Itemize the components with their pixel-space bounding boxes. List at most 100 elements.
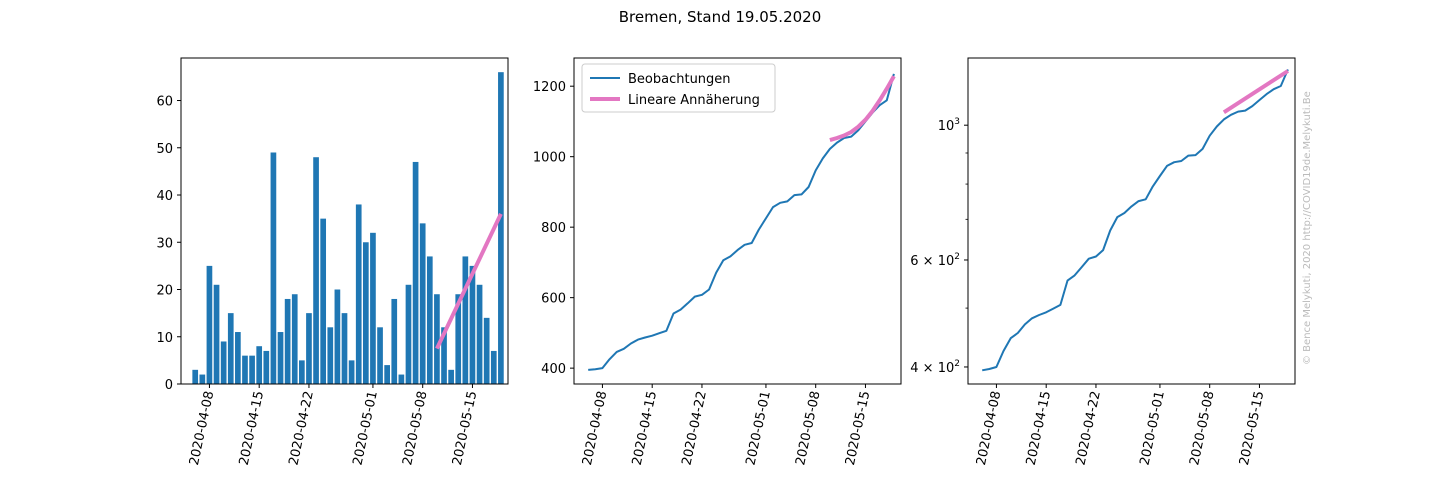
bar [448, 369, 454, 384]
bar [277, 332, 284, 384]
bar [220, 341, 227, 384]
x-tick-label: 2020-05-15 [1237, 390, 1267, 467]
x-tick-label: 2020-04-08 [974, 390, 1004, 467]
y-tick-label-base: 10 [938, 119, 955, 134]
y-tick-label: 1200 [533, 80, 566, 95]
bar [455, 294, 462, 384]
y-tick-label: 10 [156, 331, 173, 346]
y-tick-label-exponent: 2 [954, 359, 960, 369]
x-tick-label: 2020-04-22 [679, 390, 709, 467]
bar [206, 265, 213, 384]
x-tick-label: 2020-04-08 [187, 390, 217, 467]
bar [398, 374, 405, 384]
watermark: © Bence Melykuti, 2020 http://COVID19de.… [1302, 91, 1313, 365]
legend-observations-label: Beobachtungen [628, 72, 731, 87]
y-tick-label: 4 × 102 [910, 359, 960, 376]
bar [384, 365, 390, 384]
bar [227, 313, 234, 384]
legend-frame [581, 63, 776, 113]
x-tick-label: 2020-05-15 [450, 390, 480, 467]
bar [213, 284, 220, 384]
observations-line [982, 69, 1289, 372]
observations-line [588, 73, 895, 371]
bar [192, 369, 199, 384]
bar [405, 284, 412, 384]
bar [441, 327, 447, 384]
x-tick-label: 2020-05-08 [793, 390, 823, 467]
y-tick-label: 60 [156, 95, 173, 110]
bar [242, 355, 248, 384]
bar [469, 265, 476, 384]
x-tick-label: 2020-04-15 [630, 390, 660, 467]
bar [391, 298, 398, 384]
y-tick-label: 20 [156, 284, 173, 299]
y-tick-label: 103 [938, 117, 960, 134]
bar [306, 313, 312, 384]
bar [462, 256, 469, 384]
y-tick-label: 600 [541, 292, 566, 307]
x-tick-label: 2020-04-22 [1073, 390, 1103, 467]
y-tick-label-base: 6 × 10 [910, 254, 954, 269]
bar [341, 313, 348, 384]
y-tick-label: 800 [541, 221, 566, 236]
bar [270, 152, 277, 384]
bar [355, 204, 362, 384]
bar [291, 294, 298, 384]
x-tick-label: 2020-05-08 [1187, 390, 1217, 467]
bar [299, 360, 305, 384]
bar [256, 346, 263, 384]
x-tick-label: 2020-04-08 [580, 390, 610, 467]
fit-line [435, 213, 503, 350]
y-tick-label: 30 [156, 236, 173, 251]
chart-daily-bars: 0 10 20 30 40 50 60 2020-04-08 2020-04-15 2020-04… [156, 57, 509, 467]
bar [327, 327, 334, 384]
bar [426, 256, 433, 384]
x-tick-label: 2020-05-15 [843, 390, 873, 467]
bar [263, 350, 270, 384]
bar [284, 298, 291, 384]
fit-line [829, 75, 896, 143]
bar [419, 223, 426, 384]
bar [476, 284, 483, 384]
y-tick-label: 400 [541, 362, 566, 377]
y-tick-label: 1000 [533, 151, 566, 166]
bar [377, 327, 383, 384]
x-tick-label: 2020-05-01 [1137, 390, 1167, 467]
bar [498, 72, 504, 384]
y-tick-label-exponent: 3 [954, 117, 960, 127]
bar [313, 157, 319, 384]
y-tick-label: 40 [156, 189, 173, 204]
bar [412, 161, 419, 384]
bar [490, 350, 497, 384]
y-tick-label: 0 [165, 378, 173, 393]
bar [483, 317, 490, 384]
x-tick-label: 2020-04-15 [1024, 390, 1054, 467]
y-tick-label: 50 [156, 142, 173, 157]
y-tick-label-exponent: 2 [954, 252, 960, 262]
legend: Beobachtungen Lineare Annäherung [581, 63, 776, 113]
y-tick-label-base: 4 × 10 [910, 361, 954, 376]
bar [235, 332, 241, 384]
chart-cumulative-linear: 400 600 800 1000 1200 2020-04-08 2020-04-15 202… [533, 57, 902, 467]
bar [370, 232, 376, 384]
bar [320, 218, 327, 384]
bar [199, 374, 206, 384]
legend-fit-label: Lineare Annäherung [628, 93, 760, 108]
bar [434, 294, 440, 384]
bar [334, 289, 341, 384]
y-tick-label: 6 × 102 [910, 252, 960, 269]
plot-frame [967, 57, 1296, 385]
x-tick-label: 2020-04-22 [286, 390, 316, 467]
x-tick-label: 2020-04-15 [237, 390, 267, 467]
plot-frame [573, 57, 902, 385]
bar [249, 355, 255, 384]
bar [362, 242, 369, 384]
bar [348, 360, 355, 384]
fit-line [1222, 69, 1289, 114]
x-tick-label: 2020-05-01 [350, 390, 380, 467]
plot-frame [180, 57, 509, 385]
x-tick-label: 2020-05-01 [743, 390, 773, 467]
figure-title: Bremen, Stand 19.05.2020 [619, 8, 822, 26]
